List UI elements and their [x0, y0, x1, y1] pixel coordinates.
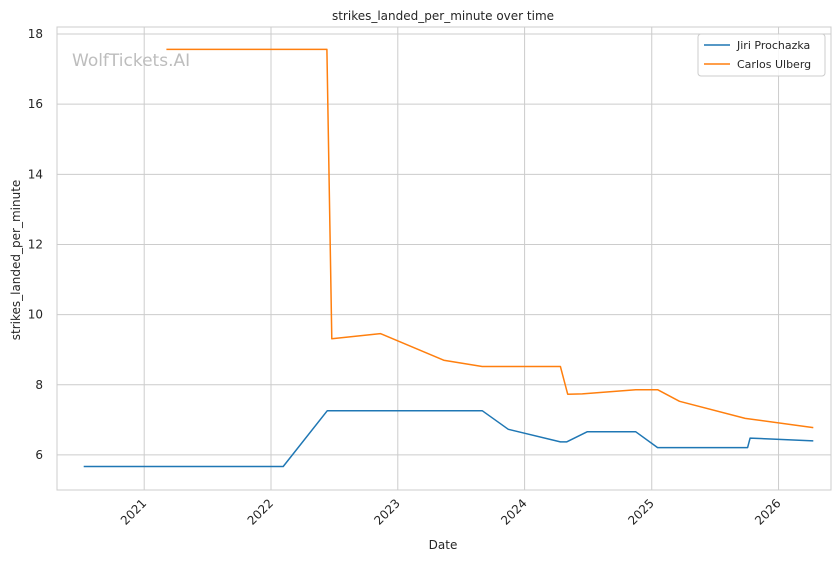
y-tick-label-10: 10 [28, 308, 43, 322]
x-axis-title: Date [429, 538, 458, 552]
plot-frame [56, 26, 832, 491]
y-tick-label-6: 6 [35, 448, 43, 462]
y-tick-label-8: 8 [35, 378, 43, 392]
series-line-carlos-ulberg [166, 48, 814, 429]
y-tick-label-12: 12 [28, 237, 43, 251]
legend: Jiri Prochazka Carlos Ulberg [697, 33, 826, 77]
y-tick-label-16: 16 [28, 97, 43, 111]
grid-lines [57, 27, 831, 490]
y-tick-label-18: 18 [28, 27, 43, 41]
legend-label-jiri-prochazka: Jiri Prochazka [736, 39, 810, 52]
series-line-jiri-prochazka [83, 409, 814, 468]
watermark-text: WolfTickets.AI [72, 51, 190, 71]
chart-title: strikes_landed_per_minute over time [332, 9, 554, 23]
legend-label-carlos-ulberg: Carlos Ulberg [737, 58, 811, 71]
y-tick-label-14: 14 [28, 167, 43, 181]
y-axis-title: strikes_landed_per_minute [9, 180, 23, 341]
series-lines [83, 48, 814, 468]
